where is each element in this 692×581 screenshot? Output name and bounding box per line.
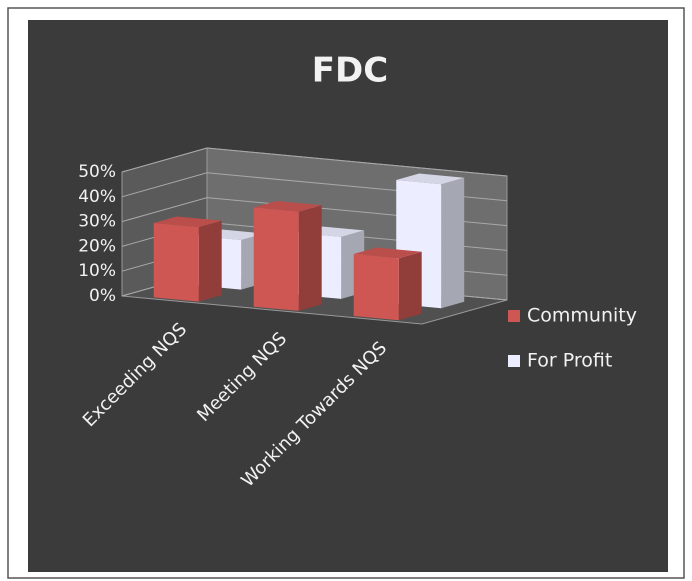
y-tick-label: 50% [78,162,116,182]
legend-label: Community [527,305,637,327]
bar [396,173,465,309]
bar-side [398,251,422,321]
bar [153,216,222,302]
bar-top [396,173,465,185]
grid-line [121,147,508,177]
bar-front [153,222,199,302]
bar [253,201,322,311]
bar-side [198,220,222,302]
bar-front [253,207,299,311]
bar-front [353,254,399,321]
y-tick-label: 20% [78,236,116,256]
y-tick-label: 10% [78,261,116,281]
bar-top [153,216,222,228]
bar-top [353,247,422,259]
chart-title: FDC [312,51,388,91]
bar-top [253,201,322,212]
y-tick-label: 40% [78,187,116,207]
bar-side [441,177,465,309]
legend-swatch [508,355,520,367]
legend-swatch [508,310,520,322]
y-tick-label: 30% [78,212,116,232]
y-tick-label: 0% [89,286,116,306]
bar-side [298,205,322,311]
bar [353,247,422,321]
legend-label: For Profit [527,350,612,372]
